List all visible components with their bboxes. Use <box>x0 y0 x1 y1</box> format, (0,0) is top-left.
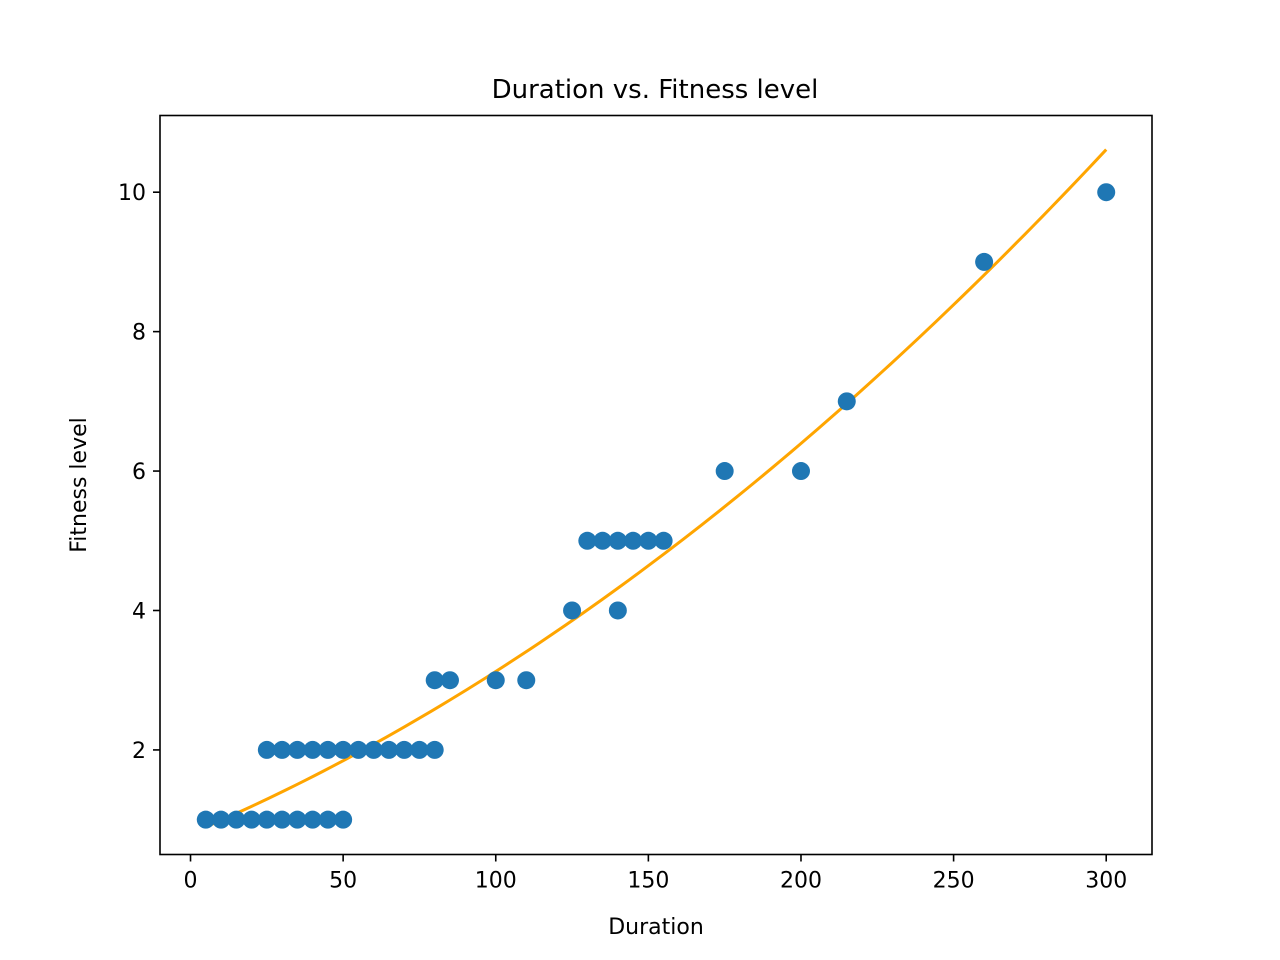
plot-frame <box>159 114 1153 856</box>
scatter-point <box>334 740 353 759</box>
scatter-point <box>608 601 627 620</box>
scatter-point <box>334 810 353 829</box>
scatter-point <box>257 810 276 829</box>
scatter-point <box>288 810 307 829</box>
scatter-point <box>563 601 582 620</box>
scatter-point <box>364 740 383 759</box>
scatter-point <box>303 810 322 829</box>
x-tick-label: 100 <box>475 869 517 894</box>
scatter-point <box>227 810 246 829</box>
scatter-point <box>273 740 292 759</box>
scatter-point <box>837 392 856 411</box>
x-tick-label: 50 <box>329 869 357 894</box>
scatter-point <box>288 740 307 759</box>
scatter-point <box>715 462 734 481</box>
scatter-point <box>425 671 444 690</box>
scatter-point <box>196 810 215 829</box>
scatter-point <box>1097 183 1116 202</box>
scatter-point <box>242 810 261 829</box>
scatter-point <box>395 740 414 759</box>
y-tick-label: 2 <box>132 739 146 764</box>
scatter-point <box>608 531 627 550</box>
scatter-point <box>273 810 292 829</box>
plot-area <box>160 115 1152 855</box>
x-tick-label: 200 <box>780 869 822 894</box>
scatter-point <box>578 531 597 550</box>
scatter-point <box>425 740 444 759</box>
scatter-point <box>212 810 231 829</box>
scatter-point <box>440 671 459 690</box>
x-tick-label: 0 <box>184 869 198 894</box>
scatter-point <box>639 531 658 550</box>
scatter-point <box>318 740 337 759</box>
y-tick-label: 8 <box>132 321 146 346</box>
x-tick-label: 250 <box>933 869 975 894</box>
scatter-point <box>303 740 322 759</box>
x-axis: 0 50 100 150 200 250 300 <box>184 854 1127 894</box>
y-tick-label: 6 <box>132 460 146 485</box>
scatter-point <box>975 252 994 271</box>
scatter-point <box>379 740 398 759</box>
x-axis-title: Duration <box>608 915 704 940</box>
y-tick-label: 4 <box>132 599 146 624</box>
scatter-point <box>318 810 337 829</box>
y-axis-title: Fitness level <box>67 417 92 553</box>
x-tick-label: 150 <box>627 869 669 894</box>
scatter-point <box>349 740 368 759</box>
scatter-point <box>486 671 505 690</box>
y-axis: 2 4 6 8 10 <box>118 181 160 764</box>
scatter-point <box>654 531 673 550</box>
chart-title: Duration vs. Fitness level <box>492 75 819 105</box>
scatter-point <box>624 531 643 550</box>
x-tick-label: 300 <box>1085 869 1127 894</box>
scatter-point <box>410 740 429 759</box>
scatter-point <box>593 531 612 550</box>
scatter-point <box>517 671 536 690</box>
scatter-point <box>791 462 810 481</box>
scatter-points <box>196 183 1116 829</box>
y-tick-label: 10 <box>118 181 146 206</box>
scatter-point <box>257 740 276 759</box>
